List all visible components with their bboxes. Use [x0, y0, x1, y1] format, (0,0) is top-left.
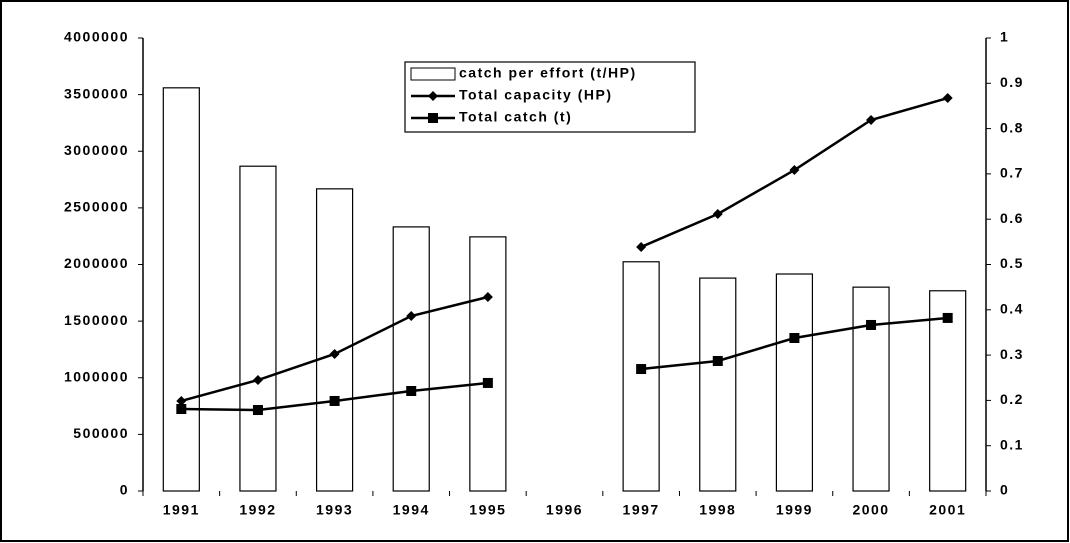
x-tick-label: 1994 — [393, 502, 430, 518]
bar — [315, 188, 354, 492]
x-tick-label: 2000 — [852, 502, 889, 518]
y-tick-label: 4000000 — [64, 29, 129, 45]
y2-tick-label: 0.1 — [1000, 436, 1024, 452]
y2-tick-label: 0.4 — [1000, 301, 1024, 317]
y2-tick-label: 1 — [1000, 29, 1009, 45]
bar — [162, 87, 200, 492]
bar — [239, 165, 277, 492]
y2-tick-label: 0.9 — [1000, 74, 1024, 90]
y2-tick-label: 0.8 — [1000, 119, 1024, 135]
bar — [699, 277, 737, 492]
marker — [942, 93, 953, 104]
y-tick-label: 1500000 — [64, 312, 129, 328]
bar — [929, 290, 967, 492]
x-tick-label: 1999 — [776, 502, 813, 518]
marker — [636, 241, 647, 252]
x-tick-label: 1996 — [546, 502, 583, 518]
bar — [392, 226, 430, 492]
legend-label: Total catch (t) — [459, 109, 572, 125]
x-tick-label: 1992 — [239, 502, 276, 518]
bar — [469, 236, 507, 492]
legend-label: Total capacity (HP) — [459, 87, 613, 103]
marker — [482, 292, 493, 303]
y2-tick-label: 0 — [1000, 482, 1009, 498]
x-tick-label: 1995 — [469, 502, 506, 518]
y2-tick-label: 0.3 — [1000, 346, 1024, 362]
marker — [176, 404, 187, 415]
marker — [789, 165, 800, 176]
marker — [866, 114, 877, 125]
legend-marker — [428, 113, 438, 123]
marker — [712, 208, 723, 219]
y2-tick-label: 0.7 — [1000, 165, 1024, 181]
bar — [852, 286, 890, 492]
bar — [775, 273, 814, 492]
y2-tick-label: 0.6 — [1000, 210, 1024, 226]
y-tick-label: 0 — [120, 482, 129, 498]
y2-tick-label: 0.2 — [1000, 391, 1024, 407]
legend-label: catch per effort (t/HP) — [459, 65, 637, 81]
x-tick-label: 1993 — [316, 502, 353, 518]
marker — [406, 311, 417, 322]
x-tick-label: 1998 — [699, 502, 736, 518]
bar — [622, 261, 660, 492]
marker — [406, 386, 417, 397]
y-tick-label: 2500000 — [64, 199, 129, 215]
y-tick-label: 1000000 — [64, 368, 129, 384]
marker — [329, 348, 340, 359]
marker — [252, 405, 263, 416]
marker — [866, 319, 877, 330]
y-tick-label: 3000000 — [64, 142, 129, 158]
marker — [176, 395, 187, 406]
x-tick-label: 2001 — [929, 502, 966, 518]
legend-swatch — [410, 67, 456, 81]
x-tick-label: 1991 — [163, 502, 200, 518]
x-tick-label: 1997 — [623, 502, 660, 518]
marker — [712, 355, 723, 366]
marker — [252, 375, 263, 386]
y2-tick-label: 0.5 — [1000, 255, 1024, 271]
y-tick-label: 500000 — [73, 425, 129, 441]
marker — [789, 332, 800, 343]
y-tick-label: 2000000 — [64, 255, 129, 271]
marker — [942, 312, 953, 323]
marker — [482, 377, 493, 388]
marker — [636, 364, 647, 375]
marker — [329, 395, 340, 406]
y-tick-label: 3500000 — [64, 85, 129, 101]
legend-marker — [428, 91, 438, 101]
